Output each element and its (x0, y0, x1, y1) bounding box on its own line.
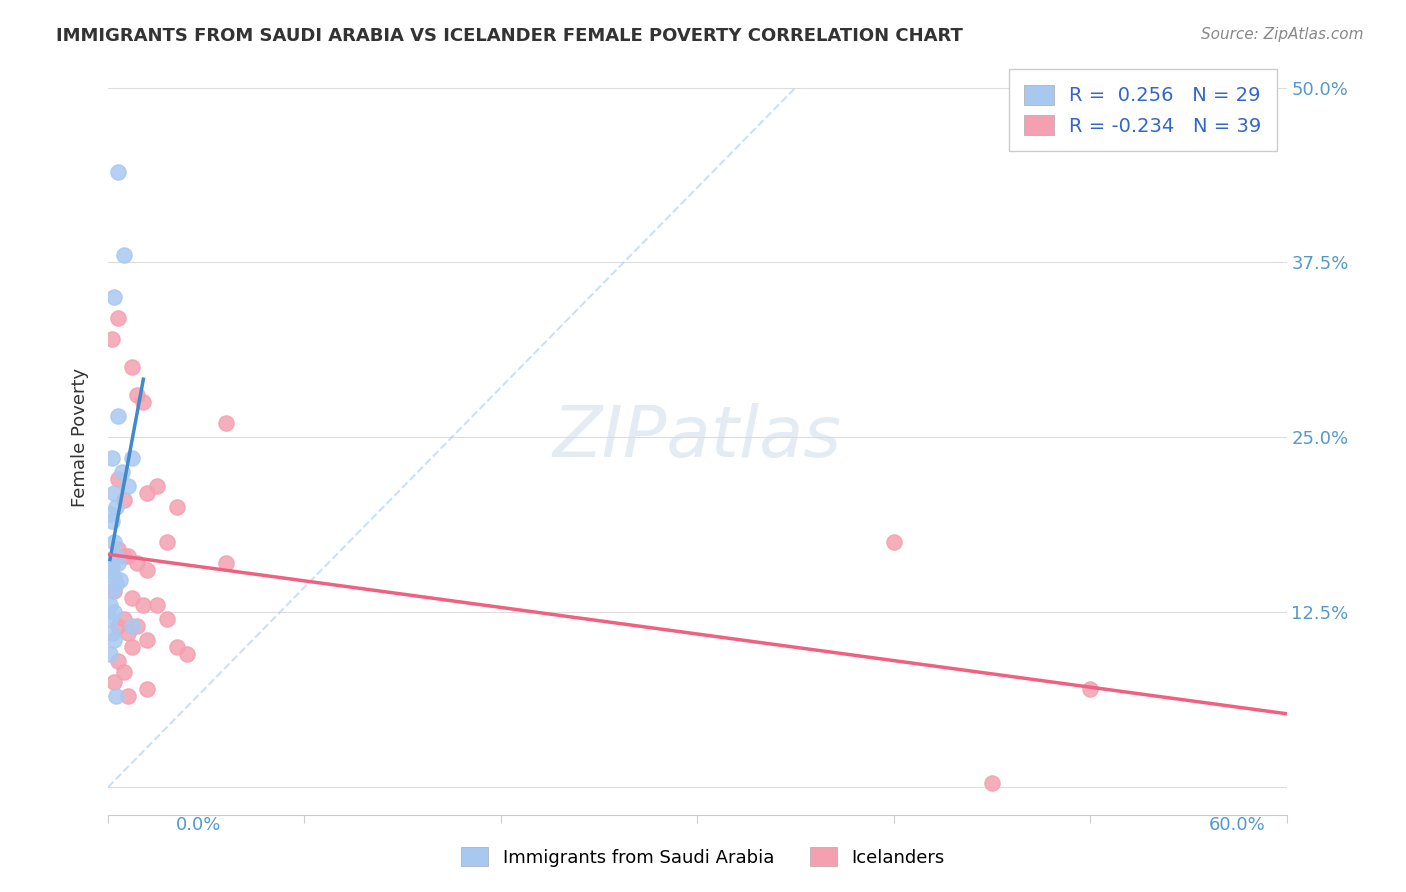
Point (107, 311, 129, 326)
Point (117, 690, 139, 704)
Point (117, 479, 139, 493)
Point (112, 549, 135, 564)
Point (127, 619, 149, 633)
Point (107, 409, 129, 424)
Point (136, 633, 159, 648)
Point (117, 626, 139, 640)
Point (127, 556, 149, 570)
Point (103, 290, 125, 304)
Text: IMMIGRANTS FROM SAUDI ARABIA VS ICELANDER FEMALE POVERTY CORRELATION CHART: IMMIGRANTS FROM SAUDI ARABIA VS ICELANDE… (56, 27, 963, 45)
Point (121, 451, 143, 466)
Point (117, 549, 139, 564)
Point (107, 619, 129, 633)
Point (103, 486, 125, 500)
Point (127, 388, 149, 402)
Point (107, 164, 129, 178)
Point (156, 535, 179, 549)
Point (136, 486, 159, 500)
Point (103, 535, 125, 549)
Point (103, 675, 125, 690)
Point (104, 577, 127, 591)
Legend: Immigrants from Saudi Arabia, Icelanders: Immigrants from Saudi Arabia, Icelanders (454, 840, 952, 874)
Point (103, 605, 125, 619)
Point (107, 472, 129, 486)
Point (98, 647, 121, 661)
Point (883, 535, 905, 549)
Point (107, 654, 129, 668)
Point (136, 682, 159, 697)
Point (136, 563, 159, 577)
Point (101, 451, 124, 466)
Point (101, 514, 124, 528)
Point (166, 640, 188, 655)
Point (101, 559, 124, 574)
Point (103, 570, 125, 584)
Text: Source: ZipAtlas.com: Source: ZipAtlas.com (1201, 27, 1364, 42)
Point (121, 619, 143, 633)
Point (1078, 682, 1101, 697)
Point (104, 549, 127, 564)
Point (111, 466, 134, 480)
Point (981, 776, 1004, 790)
Point (112, 612, 135, 626)
Point (121, 591, 143, 606)
Point (146, 479, 169, 493)
Y-axis label: Female Poverty: Female Poverty (72, 368, 89, 507)
Point (103, 584, 125, 599)
Point (101, 626, 124, 640)
Point (98, 599, 121, 613)
Point (166, 500, 188, 515)
Point (107, 542, 129, 557)
Point (98, 508, 121, 522)
Point (98, 612, 121, 626)
Point (146, 599, 169, 613)
Point (121, 640, 143, 655)
Point (104, 690, 127, 704)
Point (101, 584, 124, 599)
Point (215, 417, 238, 431)
Point (112, 665, 135, 680)
Point (107, 556, 129, 570)
Point (104, 500, 127, 515)
Point (101, 333, 124, 347)
Point (176, 647, 198, 661)
Point (103, 633, 125, 648)
Point (108, 573, 131, 587)
Point (121, 360, 143, 375)
Point (112, 493, 135, 508)
Text: 0.0%: 0.0% (176, 815, 221, 833)
Point (112, 248, 135, 262)
Legend: R =  0.256   N = 29, R = -0.234   N = 39: R = 0.256 N = 29, R = -0.234 N = 39 (1008, 70, 1277, 152)
Point (215, 556, 238, 570)
Point (156, 612, 179, 626)
Text: ZIPatlas: ZIPatlas (553, 403, 842, 472)
Point (132, 395, 155, 409)
Text: 60.0%: 60.0% (1209, 815, 1265, 833)
Point (98, 563, 121, 577)
Point (132, 599, 155, 613)
